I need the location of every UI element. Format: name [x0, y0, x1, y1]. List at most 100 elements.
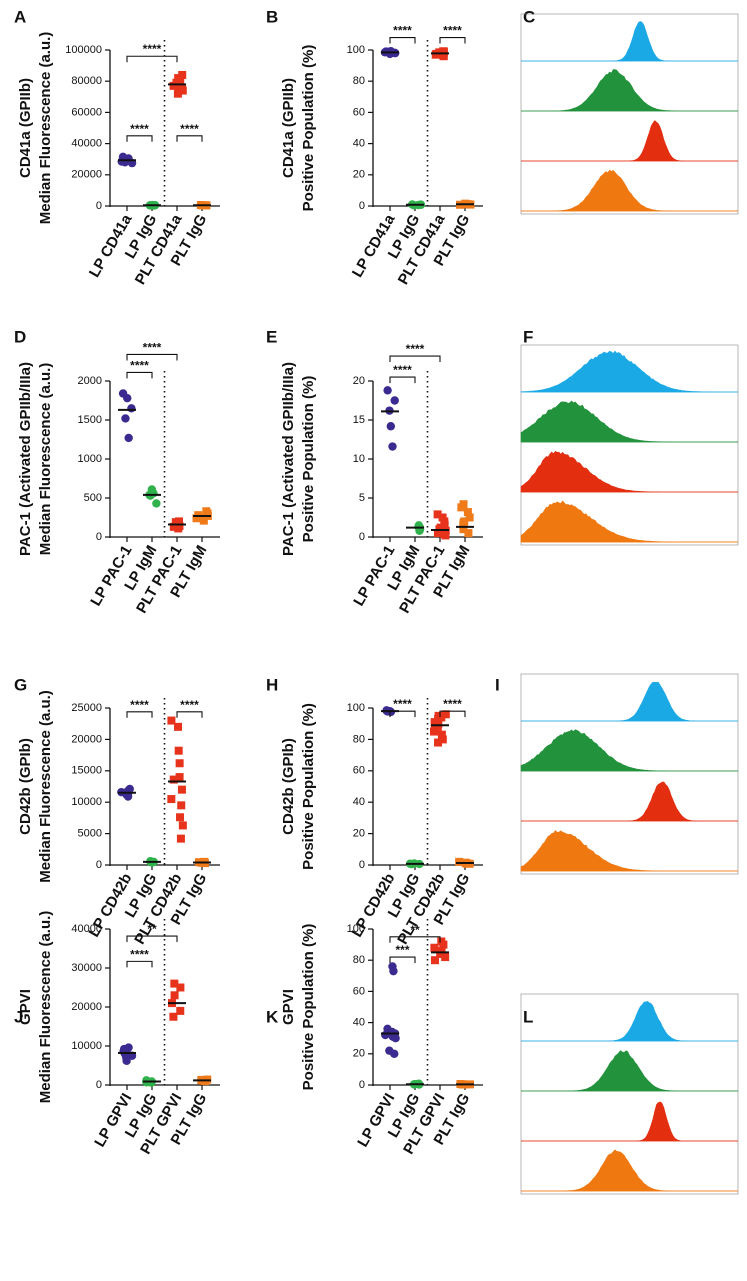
data-point: [434, 738, 443, 747]
histogram-peak: [520, 450, 738, 493]
y-tick-label: 40: [353, 1017, 365, 1029]
y-axis-label: PAC-1 (Activated GPIIb/IIIa): [17, 362, 34, 556]
histogram-frame: [520, 13, 739, 215]
significance-label: **: [410, 923, 420, 937]
significance-label: ****: [143, 340, 162, 354]
data-point: [177, 801, 186, 810]
data-point: [390, 1049, 399, 1059]
histogram-peak: [520, 400, 738, 443]
data-point: [433, 510, 442, 519]
histogram-peak: [521, 69, 738, 112]
panel-g: G CD42b (GPIb) Median Fluorescence (a.u.) 0…: [14, 675, 220, 947]
y-tick-label: 0: [96, 859, 102, 871]
significance-label: ****: [393, 363, 412, 377]
significance-bracket: [126, 353, 178, 361]
y-tick-label: 10000: [71, 796, 102, 808]
y-tick-label: 40000: [71, 138, 102, 150]
panel-label: L: [523, 1007, 533, 1026]
data-point: [178, 821, 187, 830]
data-point: [177, 785, 186, 794]
panel-label: B: [266, 7, 278, 26]
y-tick-label: 10: [353, 453, 365, 465]
y-tick-label: 15: [353, 414, 365, 426]
data-point: [438, 735, 447, 744]
data-point: [430, 956, 439, 965]
data-point: [169, 81, 178, 90]
y-axis-label: CD41a (GPIIb): [17, 78, 34, 178]
significance-label: ****: [180, 698, 199, 712]
y-tick-label: 40: [353, 138, 365, 150]
histogram-panel-c: C: [520, 7, 739, 215]
significance-label: ****: [130, 358, 149, 372]
histogram-peak: [520, 500, 738, 543]
y-axis-label: Median Fluorescence (a.u.): [37, 911, 54, 1104]
y-tick-label: 5: [359, 492, 365, 504]
y-tick-label: 0: [96, 531, 102, 543]
panel-label: K: [266, 1007, 279, 1026]
histogram-panel-l: L: [520, 993, 739, 1195]
y-tick-label: 0: [359, 1079, 365, 1091]
y-axis-label: Median Fluorescence (a.u.): [37, 363, 54, 556]
data-point: [174, 74, 183, 83]
data-point: [439, 51, 448, 60]
data-point: [175, 85, 184, 93]
y-tick-label: 10000: [71, 1040, 102, 1052]
panel-d: D PAC-1 (Activated GPIIb/IIIa) Median Fluo…: [14, 327, 220, 616]
y-tick-label: 20000: [71, 1001, 102, 1013]
y-tick-label: 40000: [71, 923, 102, 935]
y-axis-label: GPVI: [280, 989, 297, 1025]
y-tick-label: 0: [96, 1079, 102, 1091]
data-point: [176, 813, 185, 822]
y-tick-label: 0: [359, 859, 365, 871]
data-point: [176, 834, 185, 843]
histogram-frame: [520, 993, 739, 1195]
data-point: [123, 792, 133, 801]
data-point: [152, 499, 161, 508]
data-point: [127, 404, 136, 413]
significance-label: ****: [406, 342, 425, 356]
panel-a: A CD41a (GPIIb) Median Fluorescence (a.u.)…: [14, 7, 220, 288]
significance-bracket: [389, 710, 416, 718]
y-tick-label: 1500: [78, 414, 102, 426]
data-point: [386, 47, 396, 56]
panel-label: H: [266, 675, 278, 694]
histogram-frame: [520, 673, 739, 875]
significance-label: ****: [443, 24, 462, 38]
y-tick-label: 100: [347, 44, 365, 56]
significance-bracket: [126, 960, 153, 968]
panel-k: K GPVI Positive Population (%) 0 20 40 60 80 100…: [266, 919, 483, 1157]
significance-bracket: [439, 36, 466, 44]
significance-label: ****: [180, 122, 199, 136]
significance-bracket: [389, 36, 416, 44]
y-tick-label: 20: [353, 828, 365, 840]
data-point: [176, 1006, 185, 1015]
histogram-peak: [521, 1101, 738, 1142]
data-point: [388, 442, 397, 451]
significance-label: ****: [443, 697, 462, 711]
significance-label: ****: [130, 947, 149, 961]
y-tick-label: 40: [353, 796, 365, 808]
significance-bracket: [126, 55, 178, 63]
data-point: [167, 716, 176, 725]
panel-label: J: [14, 1007, 23, 1026]
y-tick-label: 0: [359, 531, 365, 543]
data-point: [170, 991, 179, 1000]
significance-bracket: [176, 711, 203, 718]
histogram-peak: [520, 350, 738, 393]
histogram-peak: [521, 1001, 738, 1042]
data-point: [169, 775, 178, 784]
data-point: [459, 500, 468, 509]
y-axis-label: Median Fluorescence (a.u.): [37, 690, 54, 883]
data-point: [175, 759, 184, 768]
data-point: [124, 433, 133, 443]
data-point: [383, 386, 392, 395]
data-point: [381, 1030, 390, 1040]
y-tick-label: 20000: [71, 169, 102, 181]
data-point: [430, 943, 439, 952]
y-tick-label: 20: [353, 169, 365, 181]
panel-label: I: [495, 675, 500, 694]
y-tick-label: 20: [353, 1048, 365, 1060]
significance-bracket: [389, 956, 416, 964]
